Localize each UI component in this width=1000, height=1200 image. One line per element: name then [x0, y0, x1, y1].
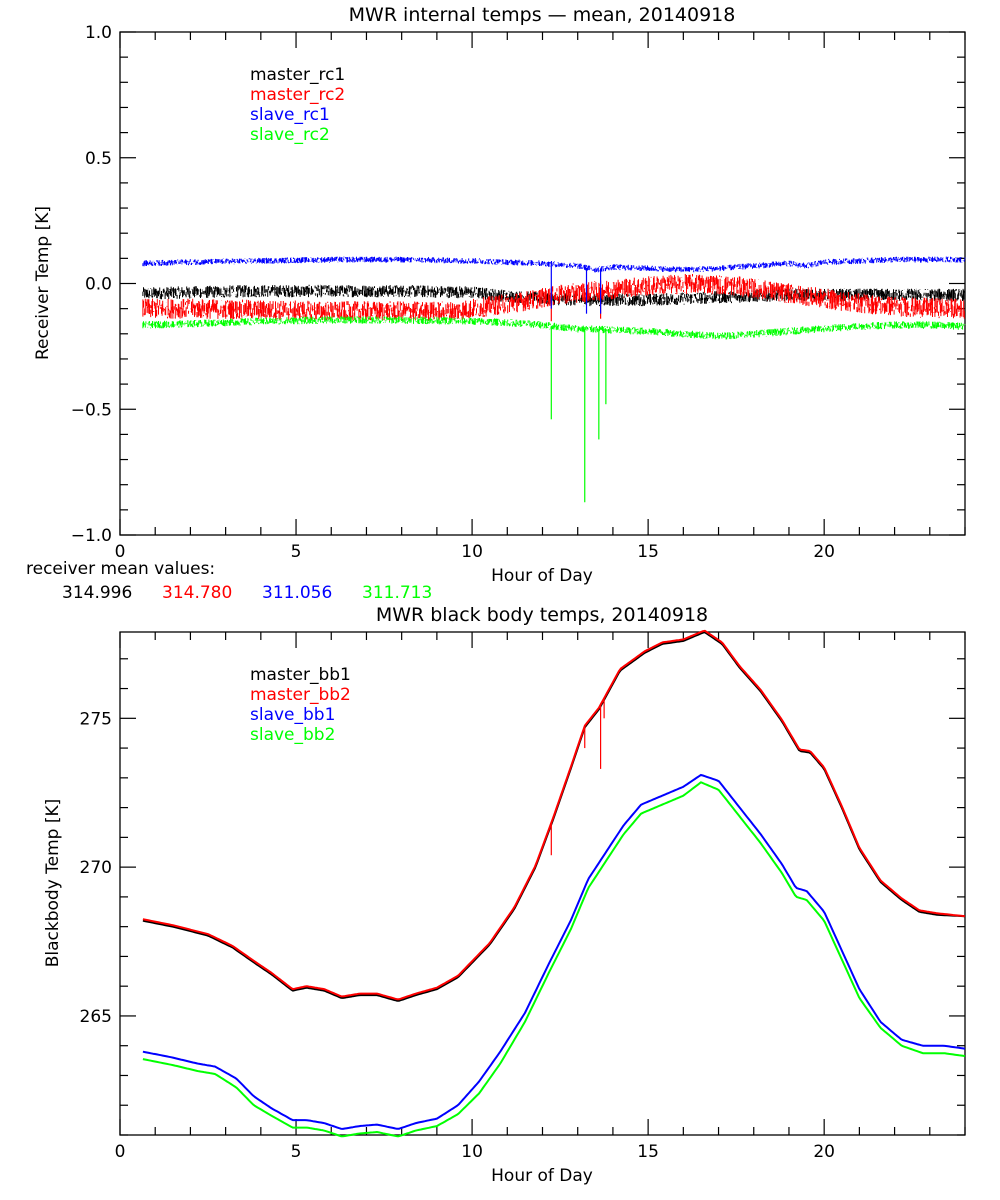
y-tick-label: 270	[80, 858, 112, 878]
series-group	[142, 256, 966, 503]
chart-title: MWR black body temps, 20140918	[376, 604, 708, 626]
y-axis-label: Receiver Temp [K]	[33, 206, 53, 360]
series-slave_rc1	[142, 256, 966, 314]
x-tick-label: 5	[291, 542, 302, 562]
receiver-mean-value: 311.056	[262, 583, 332, 603]
series-slave_rc2	[142, 316, 966, 503]
x-tick-label: 20	[813, 542, 835, 562]
x-tick-label: 15	[637, 1142, 659, 1162]
chart-title: MWR internal temps — mean, 20140918	[349, 4, 736, 26]
receiver-mean-label: receiver mean values:	[26, 559, 215, 579]
axes: 0 5 10 15 20 −1.0 −0.5 0.0 0.5 1.0	[71, 23, 966, 562]
series-line	[142, 274, 966, 322]
x-axis-label: Hour of Day	[491, 566, 593, 586]
x-tick-label: 10	[461, 1142, 483, 1162]
series-line	[142, 773, 966, 1130]
x-tick-label: 0	[115, 542, 126, 562]
legend-entry: slave_rc1	[250, 105, 330, 125]
legend-entry: master_bb1	[250, 665, 351, 685]
legend-entry: slave_bb2	[250, 725, 335, 745]
y-tick-label: 275	[80, 709, 112, 729]
x-tick-label: 10	[461, 542, 483, 562]
series-slave_bb1	[142, 773, 966, 1130]
x-axis-label: Hour of Day	[491, 1166, 593, 1186]
series-slave_bb2	[142, 781, 966, 1138]
series-line	[142, 781, 966, 1138]
axes: 0 5 10 15 20 265 270 275	[80, 631, 966, 1162]
legend-entry: master_rc2	[250, 85, 345, 105]
legend-entry: master_bb2	[250, 685, 351, 705]
plot-frame	[119, 31, 966, 536]
receiver-mean-value: 314.996	[62, 583, 132, 603]
y-tick-label: −1.0	[71, 526, 112, 546]
series-line	[142, 256, 966, 273]
x-tick-label: 5	[291, 1142, 302, 1162]
series-master_rc2	[142, 274, 966, 322]
receiver-mean-value: 311.713	[362, 583, 432, 603]
blackbody-temps-chart: MWR black body temps, 20140918 0 5 10 15 20 2…	[43, 604, 966, 1186]
plot-frame	[119, 631, 966, 1136]
internal-temps-chart: MWR internal temps — mean, 20140918 0 5 10…	[33, 4, 966, 586]
legend-entry: slave_rc2	[250, 125, 330, 145]
series-line	[142, 629, 965, 1001]
legend-entry: master_rc1	[250, 65, 345, 85]
receiver-mean-value: 314.780	[162, 583, 232, 603]
legend-entry: slave_bb1	[250, 705, 335, 725]
y-tick-label: 1.0	[85, 23, 112, 43]
series-line	[142, 316, 966, 340]
y-tick-label: −0.5	[71, 400, 112, 420]
y-tick-label: 265	[80, 1007, 112, 1027]
series-master_bb2	[142, 629, 965, 1001]
y-tick-label: 0.0	[85, 275, 112, 295]
receiver-mean-values: receiver mean values: 314.996 314.780 31…	[26, 559, 432, 603]
y-tick-label: 0.5	[85, 149, 112, 169]
x-tick-label: 20	[813, 1142, 835, 1162]
x-tick-label: 0	[115, 1142, 126, 1162]
series-group	[142, 629, 966, 1138]
x-tick-label: 15	[637, 542, 659, 562]
y-axis-label: Blackbody Temp [K]	[43, 799, 63, 968]
